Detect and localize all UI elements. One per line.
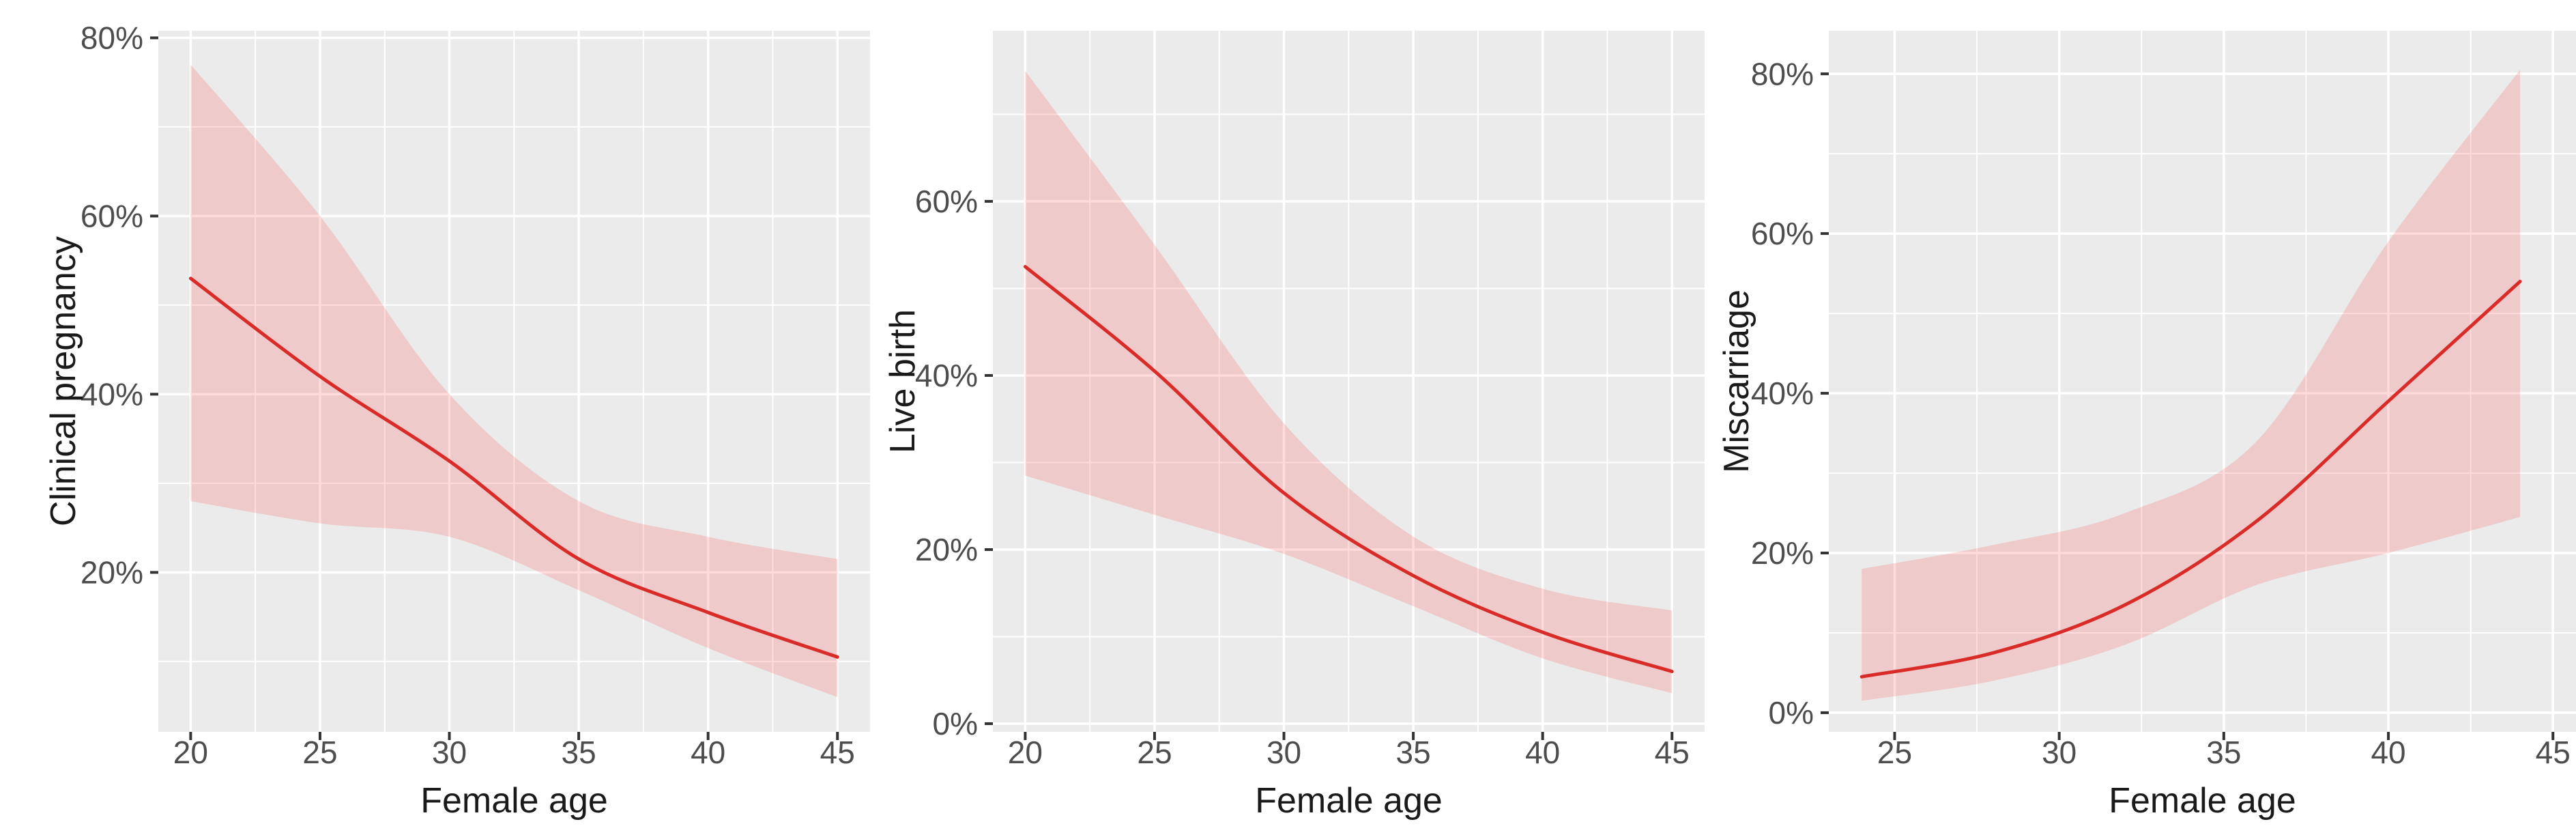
confidence-ribbon — [1025, 70, 1673, 694]
fitted-line — [188, 276, 839, 659]
y-axis-tick-label: 60% — [81, 199, 143, 234]
y-axis-tick-label: 40% — [915, 358, 978, 393]
x-axis-tick-label: 25 — [1137, 735, 1172, 770]
chart-miscarriage: 25 30 35 40 45 0% 20% 40% 60% 80% Female age Miscar… — [1717, 31, 2576, 821]
x-axis-tick-label: 30 — [2042, 735, 2076, 770]
y-axis-title: Miscarriage — [1717, 289, 1756, 473]
confidence-ribbon — [190, 64, 838, 698]
x-axis-title: Female age — [420, 781, 608, 821]
y-axis-tick-label: 20% — [1751, 535, 1814, 571]
x-axis-tick-label: 40 — [691, 735, 725, 770]
x-axis-tick-label: 45 — [2536, 735, 2571, 770]
fitted-line — [1023, 265, 1674, 673]
y-axis-tick-label: 0% — [1769, 695, 1814, 730]
y-axis-tick-label: 20% — [81, 555, 143, 591]
x-axis-tick-label: 45 — [1655, 735, 1690, 770]
x-axis-tick-label: 35 — [1396, 735, 1431, 770]
chart-clinical-pregnancy: 20 25 30 35 40 45 20% 40% 60% 80% Female age Clinic… — [44, 20, 870, 821]
x-axis-tick-label: 30 — [1267, 735, 1301, 770]
x-axis-tick-label: 40 — [1525, 735, 1560, 770]
x-axis-title: Female age — [2109, 781, 2296, 821]
x-axis-tick-label: 30 — [432, 735, 467, 770]
y-axis-tick-label: 40% — [1751, 375, 1814, 411]
confidence-ribbon — [1862, 70, 2520, 701]
fitted-line — [1859, 279, 2522, 679]
y-axis-tick-label: 0% — [933, 706, 978, 741]
x-axis-tick-label: 35 — [2206, 735, 2241, 770]
y-axis-tick-label: 60% — [1751, 216, 1814, 251]
x-axis-tick-label: 20 — [173, 735, 208, 770]
y-axis-tick-label: 80% — [81, 20, 143, 56]
x-axis-tick-label: 40 — [2371, 735, 2405, 770]
x-axis-tick-label: 25 — [302, 735, 337, 770]
y-axis-tick-label: 60% — [915, 184, 978, 219]
y-axis-tick-label: 20% — [915, 532, 978, 567]
y-axis-tick-label: 40% — [81, 377, 143, 412]
x-axis-title: Female age — [1255, 781, 1443, 821]
y-axis-title: Clinical pregnancy — [44, 236, 83, 526]
x-axis-tick-label: 45 — [820, 735, 855, 770]
plot-panel — [1829, 31, 2576, 732]
chart-live-birth: 20 25 30 35 40 45 0% 20% 40% 60% Female age Live bi… — [883, 31, 1705, 821]
y-axis-title: Live birth — [883, 309, 923, 453]
x-axis-tick-label: 20 — [1008, 735, 1043, 770]
x-axis-tick-label: 25 — [1877, 735, 1912, 770]
y-axis-tick-label: 80% — [1751, 56, 1814, 91]
x-axis-tick-label: 35 — [562, 735, 596, 770]
